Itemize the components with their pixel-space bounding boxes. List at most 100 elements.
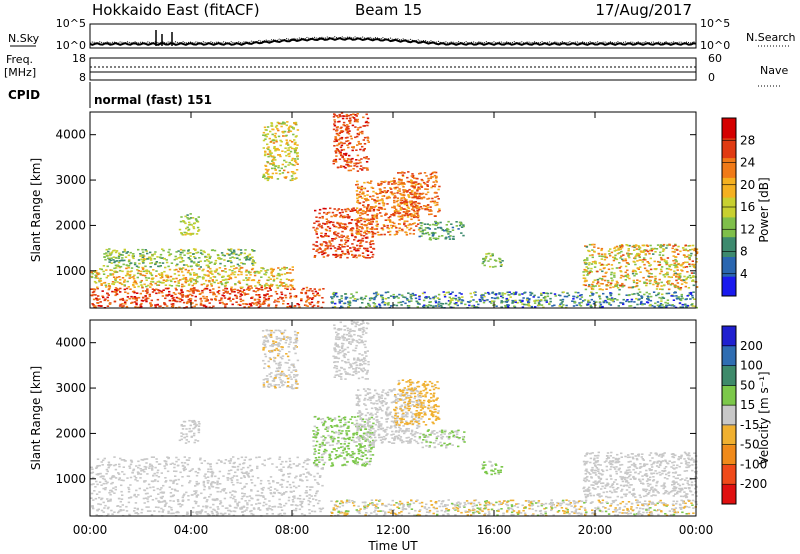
heatmap-cell [383, 225, 386, 227]
heatmap-cell [602, 255, 605, 258]
heatmap-cell [229, 458, 233, 460]
heatmap-cell [418, 208, 421, 211]
heatmap-cell [301, 500, 304, 503]
heatmap-cell [609, 299, 613, 301]
heatmap-cell [395, 295, 399, 298]
heatmap-cell [202, 283, 206, 285]
heatmap-cell [215, 268, 219, 271]
heatmap-cell [137, 285, 140, 288]
heatmap-cell [506, 291, 509, 294]
heatmap-cell [363, 218, 366, 220]
heatmap-cell [210, 474, 214, 477]
heatmap-cell [267, 487, 270, 490]
heatmap-cell [92, 507, 95, 510]
heatmap-cell [294, 509, 298, 512]
heatmap-cell [334, 231, 337, 233]
heatmap-cell [254, 302, 257, 304]
heatmap-cell [199, 457, 202, 460]
heatmap-cell [337, 116, 340, 119]
heatmap-cell [662, 297, 666, 299]
heatmap-cell [221, 283, 224, 286]
heatmap-cell [211, 280, 215, 283]
heatmap-cell [340, 138, 343, 140]
heatmap-cell [340, 112, 344, 114]
heatmap-cell [195, 273, 198, 275]
heatmap-cell [114, 277, 117, 280]
heatmap-cell [418, 235, 421, 238]
heatmap-cell [174, 287, 177, 290]
heatmap-cell [450, 223, 453, 225]
heatmap-cell [381, 198, 384, 200]
heatmap-cell [219, 500, 222, 502]
heatmap-cell [423, 172, 427, 174]
heatmap-cell [198, 293, 202, 295]
heatmap-cell [654, 302, 657, 305]
heatmap-cell [314, 290, 318, 293]
heatmap-cell [501, 296, 505, 299]
heatmap-cell [122, 251, 125, 253]
heatmap-cell [594, 285, 597, 287]
heatmap-cell [132, 297, 135, 300]
heatmap-cell [366, 247, 369, 250]
heatmap-cell [268, 151, 272, 153]
heatmap-cell [189, 234, 192, 236]
heatmap-cell [437, 198, 440, 200]
heatmap-cell [244, 271, 248, 273]
heatmap-cell [361, 145, 364, 148]
heatmap-cell [393, 197, 396, 199]
heatmap-cell [259, 288, 262, 291]
heatmap-cell [215, 295, 218, 298]
heatmap-cell [113, 492, 116, 494]
heatmap-cell [659, 256, 663, 259]
heatmap-cell [356, 120, 359, 123]
heatmap-cell [239, 507, 242, 509]
heatmap-cell [612, 259, 616, 262]
heatmap-cell [140, 305, 143, 308]
heatmap-cell [394, 182, 398, 185]
heatmap-cell [273, 301, 276, 303]
heatmap-cell [268, 137, 271, 140]
heatmap-cell [444, 237, 447, 240]
heatmap-cell [389, 221, 392, 223]
heatmap-cell [405, 201, 408, 204]
heatmap-cell [349, 159, 353, 161]
heatmap-cell [410, 191, 413, 194]
heatmap-cell [346, 124, 349, 126]
heatmap-cell [282, 479, 285, 482]
heatmap-cell [419, 206, 423, 208]
heatmap-cell [598, 295, 601, 298]
heatmap-cell [687, 249, 690, 252]
heatmap-cell [362, 139, 365, 141]
heatmap-cell [110, 257, 113, 259]
heatmap-cell [148, 467, 151, 469]
heatmap-cell [533, 294, 536, 297]
heatmap-cell [306, 305, 309, 307]
heatmap-cell [328, 227, 332, 230]
heatmap-cell [511, 300, 515, 303]
heatmap-cell [358, 254, 362, 257]
heatmap-cell [125, 305, 129, 308]
heatmap-cell [174, 479, 177, 481]
heatmap-cell [123, 284, 126, 286]
heatmap-cell [243, 252, 246, 255]
heatmap-cell [613, 274, 616, 277]
heatmap-cell [372, 247, 375, 250]
heatmap-cell [213, 509, 217, 512]
heatmap-cell [318, 507, 321, 510]
heatmap-cell [398, 190, 401, 192]
heatmap-cell [624, 258, 627, 260]
heatmap-cell [159, 277, 163, 279]
heatmap-cell [666, 273, 669, 276]
heatmap-cell [192, 279, 195, 281]
heatmap-cell [494, 293, 498, 296]
heatmap-cell [546, 295, 550, 298]
heatmap-cell [315, 499, 318, 501]
heatmap-cell [283, 273, 287, 275]
heatmap-cell [215, 498, 219, 500]
heatmap-cell [317, 251, 321, 254]
heatmap-cell [437, 226, 440, 229]
heatmap-cell [279, 281, 282, 283]
heatmap-cell [615, 283, 619, 286]
heatmap-cell [244, 456, 248, 459]
heatmap-cell [189, 272, 192, 274]
